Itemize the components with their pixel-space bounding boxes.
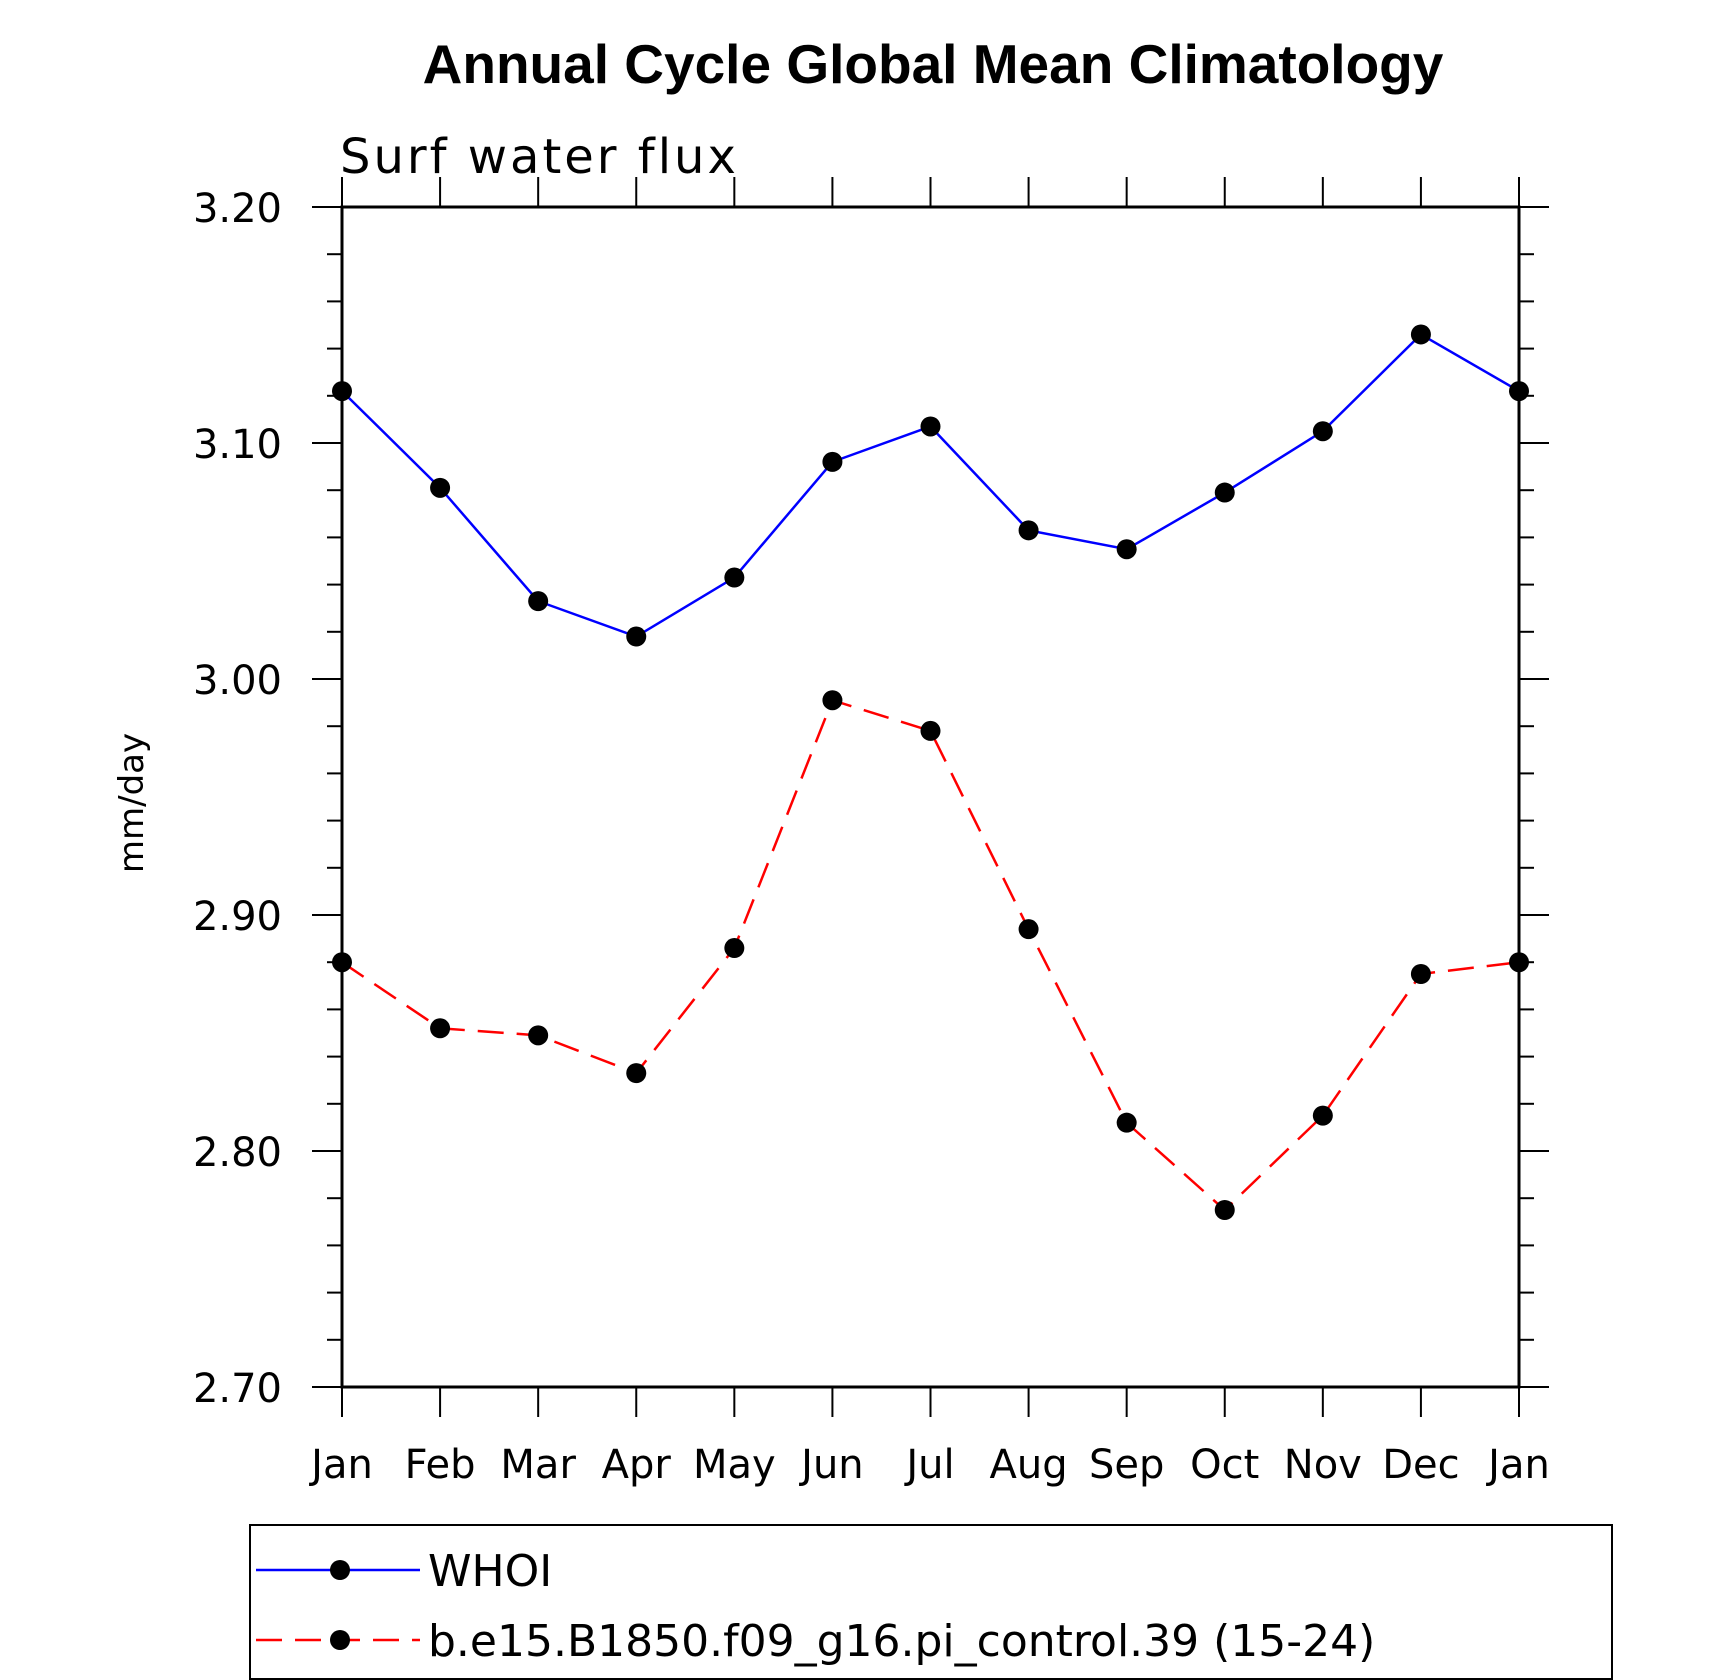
x-tick-label: Dec — [1382, 1442, 1459, 1488]
x-tick-label: Mar — [500, 1442, 576, 1488]
y-tick-label: 2.80 — [193, 1130, 282, 1176]
x-tick-label: Apr — [602, 1442, 672, 1488]
x-tick-label: Jan — [308, 1442, 373, 1488]
x-tick-label: Jul — [903, 1442, 954, 1488]
series-1-point — [528, 591, 549, 612]
x-axis-ticks: Jan Feb Mar Apr May Jun Jul Aug Sep Oct Nov Dec Jan — [308, 177, 1550, 1488]
x-tick-label: Oct — [1190, 1442, 1259, 1488]
series-1-point — [1410, 324, 1431, 345]
series-1-point — [1509, 381, 1529, 402]
y-tick-label: 2.70 — [193, 1366, 282, 1412]
y-axis-ticks: 3.20 3.10 3.00 2.90 2.80 2.70 — [193, 186, 1549, 1412]
series-1-point — [1018, 520, 1039, 541]
x-tick-label: Jan — [1485, 1442, 1550, 1488]
series-1-point — [822, 451, 843, 472]
y-tick-label: 2.90 — [193, 894, 282, 940]
legend-marker-series-2 — [330, 1630, 350, 1650]
series-2-point — [920, 720, 941, 741]
series-2-point — [626, 1063, 647, 1084]
series-1-point — [626, 626, 647, 647]
series-line-1 — [341, 332, 1520, 638]
series-1-point — [1116, 539, 1137, 560]
x-tick-label: Sep — [1089, 1442, 1164, 1488]
y-axis-label: mm/day — [112, 733, 152, 873]
legend: WHOI b.e15.B1850.f09_g16.pi_control.39 (… — [249, 1524, 1613, 1680]
series-1-point — [332, 381, 352, 402]
series-2-point — [1018, 919, 1039, 940]
series-2-point — [430, 1018, 451, 1039]
series-2-point — [1410, 964, 1431, 984]
series-2-point — [1116, 1112, 1137, 1133]
series-1-point — [1312, 421, 1333, 442]
series-1-point — [430, 477, 451, 498]
x-tick-label: May — [693, 1442, 776, 1488]
y-tick-label: 3.00 — [193, 658, 282, 704]
series-2-point — [822, 690, 843, 711]
series-2-point — [1509, 952, 1529, 973]
x-tick-label: Nov — [1284, 1442, 1362, 1488]
series-line-2 — [341, 698, 1520, 1212]
legend-box — [249, 1524, 1613, 1680]
series-group — [332, 324, 1529, 1220]
series-1-point — [1214, 482, 1235, 503]
x-tick-label: Feb — [405, 1442, 476, 1488]
x-tick-label: Jun — [798, 1442, 864, 1488]
series-2-point — [724, 938, 745, 959]
series-2-point — [332, 952, 352, 973]
series-2-point — [1312, 1105, 1333, 1126]
chart-title: Annual Cycle Global Mean Climatology — [423, 33, 1444, 95]
y-tick-label: 3.10 — [193, 422, 282, 468]
legend-label-series-1: WHOI — [428, 1546, 552, 1597]
legend-marker-series-1 — [330, 1560, 350, 1580]
plot-frame — [340, 205, 1521, 1389]
series-2-point — [528, 1025, 549, 1046]
series-2-point — [1214, 1200, 1235, 1220]
x-tick-label: Aug — [990, 1442, 1068, 1488]
chart-subtitle: Surf water flux — [340, 129, 739, 185]
y-tick-label: 3.20 — [193, 186, 282, 232]
series-1-point — [920, 416, 941, 437]
legend-label-series-2: b.e15.B1850.f09_g16.pi_control.39 (15-24… — [428, 1616, 1375, 1667]
series-1-point — [724, 567, 745, 588]
